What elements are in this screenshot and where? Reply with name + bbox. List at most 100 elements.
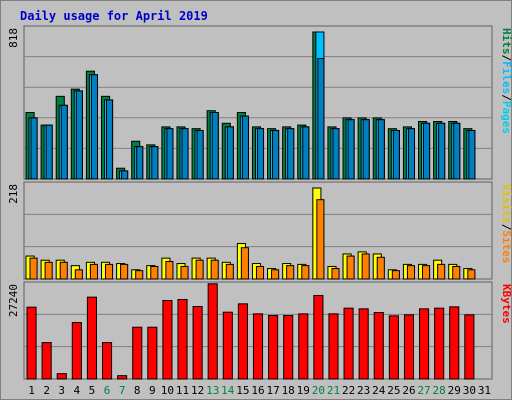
chart-title: Daily usage for April 2019 xyxy=(20,9,208,23)
bar-kbytes xyxy=(162,299,173,380)
bar-kbytes xyxy=(403,314,415,380)
bar-sites xyxy=(467,269,476,280)
legend-kbytes: KBytes xyxy=(500,284,512,324)
x-tick-label: 17 xyxy=(266,384,279,397)
x-tick-label: 15 xyxy=(236,384,249,397)
bar-sites xyxy=(331,268,340,280)
bar-kbytes xyxy=(252,313,264,380)
x-tick-label: 29 xyxy=(448,384,461,397)
x-tick-label: 2 xyxy=(43,384,50,397)
legend-hits-files-pages: Hits/Files/Pages xyxy=(500,28,512,134)
ymax-label-hits: 818 xyxy=(7,28,20,48)
x-tick-label: 11 xyxy=(176,384,189,397)
bar-pages xyxy=(151,146,159,180)
bar-sites xyxy=(452,265,461,280)
x-tick-label: 20 xyxy=(312,384,325,397)
bar-sites xyxy=(59,261,68,280)
bar-pages xyxy=(347,119,355,180)
bar-pages xyxy=(105,99,114,180)
bar-sites xyxy=(180,265,189,280)
bar-kbytes xyxy=(313,294,324,380)
bar-kbytes xyxy=(192,306,203,380)
x-tick-label: 9 xyxy=(149,384,156,397)
bar-sites xyxy=(271,269,280,280)
bar-sites xyxy=(135,270,144,280)
bar-pages xyxy=(287,128,295,180)
bar-kbytes xyxy=(419,308,430,380)
bar-pages xyxy=(196,129,204,180)
bar-pages xyxy=(423,122,431,180)
bar-kbytes xyxy=(464,314,475,380)
bar-sites xyxy=(422,265,431,280)
bar-pages xyxy=(438,122,446,180)
ymax-label-kbytes: 27240 xyxy=(7,284,20,317)
x-tick-label: 10 xyxy=(161,384,174,397)
bar-pages xyxy=(90,74,98,180)
bar-kbytes xyxy=(388,315,399,380)
legend-entry: / xyxy=(500,55,512,62)
bar-kbytes xyxy=(268,315,279,380)
legend-entry: Pages xyxy=(500,101,512,134)
bar-kbytes xyxy=(298,313,309,380)
x-tick-label: 24 xyxy=(372,384,386,397)
legend-entry: Sites xyxy=(500,230,512,263)
bar-kbytes xyxy=(207,283,218,380)
bar-kbytes xyxy=(237,303,248,380)
x-tick-label: 12 xyxy=(191,384,204,397)
bar-pages xyxy=(121,170,129,180)
x-tick-label: 1 xyxy=(28,384,35,397)
bar-kbytes xyxy=(41,342,52,380)
bar-sites xyxy=(376,256,385,280)
bar-pages xyxy=(30,117,38,180)
bar-sites xyxy=(301,265,310,280)
bar-pages xyxy=(453,122,461,180)
bar-pages xyxy=(60,104,68,180)
x-tick-label: 13 xyxy=(206,384,219,397)
bar-kbytes xyxy=(177,298,188,380)
bar-kbytes xyxy=(373,312,384,380)
legend-entry: / xyxy=(500,94,512,101)
bar-kbytes xyxy=(328,313,339,380)
bar-sites xyxy=(316,199,325,280)
bar-sites xyxy=(104,263,114,280)
bar-sites xyxy=(255,265,265,280)
x-tick-label: 30 xyxy=(463,384,476,397)
bar-pages xyxy=(136,146,144,180)
x-tick-label: 19 xyxy=(297,384,310,397)
bar-sites xyxy=(89,263,98,280)
bar-pages xyxy=(256,128,265,180)
bar-sites xyxy=(225,263,234,280)
bar-kbytes xyxy=(132,326,143,380)
bar-pages xyxy=(272,129,280,180)
bar-pages xyxy=(181,128,189,180)
legend-entry: Files xyxy=(500,61,512,94)
bar-kbytes xyxy=(86,296,97,380)
x-tick-label: 25 xyxy=(387,384,400,397)
bar-pages xyxy=(377,119,385,180)
x-tick-label: 4 xyxy=(74,384,81,397)
bar-pages xyxy=(166,128,174,180)
bar-pages xyxy=(392,129,400,180)
bar-pages xyxy=(468,129,476,180)
bar-pages xyxy=(45,124,53,180)
bar-sites xyxy=(210,259,219,280)
bar-sites xyxy=(195,259,204,280)
legend-entry: KBytes xyxy=(500,284,512,324)
bar-kbytes xyxy=(101,342,113,380)
bar-kbytes xyxy=(26,306,37,380)
bar-pages xyxy=(241,115,249,180)
bar-sites xyxy=(74,269,83,280)
x-tick-label: 28 xyxy=(433,384,446,397)
bar-pages xyxy=(317,58,325,180)
bar-sites xyxy=(165,260,174,280)
bar-kbytes xyxy=(71,322,82,380)
bar-sites xyxy=(44,261,53,280)
bar-sites xyxy=(437,263,446,280)
x-tick-label: 18 xyxy=(282,384,295,397)
bar-pages xyxy=(302,126,310,180)
x-tick-label: 14 xyxy=(221,384,235,397)
x-tick-label: 22 xyxy=(342,384,355,397)
bar-kbytes xyxy=(434,307,445,380)
